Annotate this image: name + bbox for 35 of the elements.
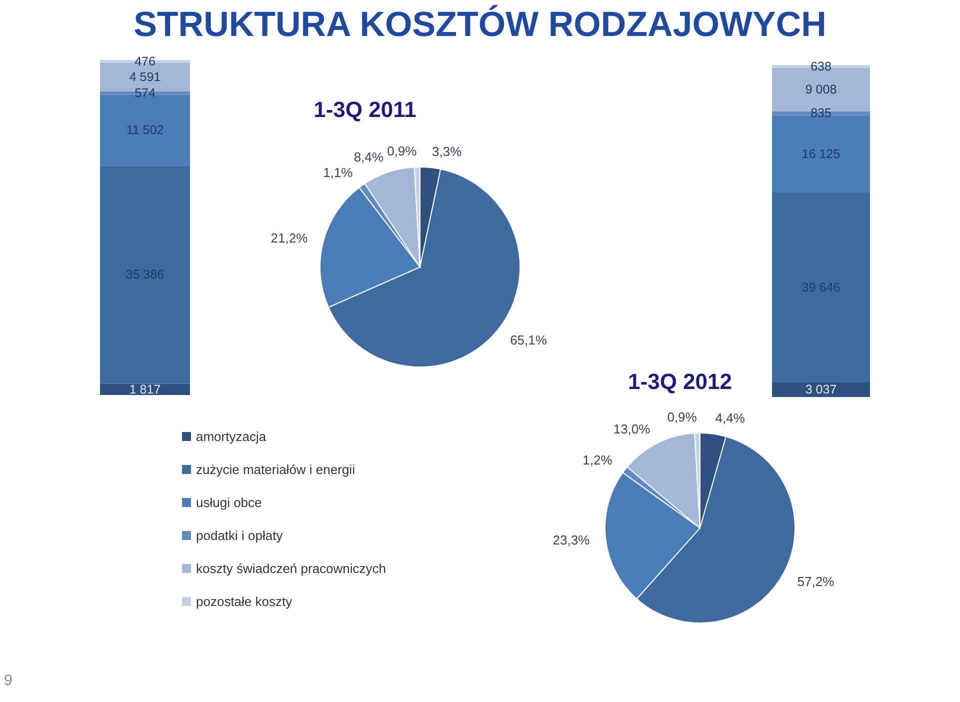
data-label: 23,3%	[552, 532, 590, 548]
data-label: 4 591	[129, 70, 161, 84]
data-label: 638	[810, 60, 832, 74]
data-label: 0,9%	[387, 144, 418, 159]
legend-label: usługi obce	[196, 495, 262, 510]
data-label: 11 502	[126, 123, 164, 138]
data-label: 1,1%	[323, 165, 354, 180]
data-label: 13,0%	[613, 421, 651, 436]
data-label: 9 008	[805, 82, 837, 97]
data-label: 1 817	[129, 382, 161, 396]
text: STRUKTURA KOSZTÓW RODZAJOWYCH	[132, 4, 828, 46]
legend-label: amortyzacja	[196, 429, 266, 444]
data-label: 3,3%	[432, 144, 462, 160]
data-label: 16 125	[802, 146, 840, 161]
text: 9	[4, 672, 12, 689]
legend-label: zużycie materiałów i energii	[196, 462, 355, 477]
bar	[100, 166, 190, 384]
chart-title: 1-3Q 2011	[312, 96, 418, 124]
data-label: 476	[134, 54, 156, 68]
data-label: 35 386	[126, 268, 164, 282]
data-label: 57,2%	[797, 574, 835, 589]
data-label: 1,2%	[582, 452, 613, 468]
data-label: 8,4%	[354, 149, 384, 164]
chart-title: 1-3Q 2012	[627, 368, 733, 396]
data-label: 4,4%	[715, 410, 746, 426]
data-label: 39 646	[802, 280, 840, 294]
legend-label: podatki i opłaty	[196, 528, 283, 543]
data-label: 65,1%	[510, 332, 548, 348]
bar	[772, 382, 870, 397]
legend-label: pozostałe koszty	[196, 594, 292, 609]
data-label: 0,9%	[667, 410, 698, 425]
data-label: 21,2%	[270, 230, 308, 246]
legend-label: koszty świadczeń pracowniczych	[196, 561, 386, 576]
data-label: 3 037	[805, 382, 837, 397]
bar	[772, 192, 870, 382]
